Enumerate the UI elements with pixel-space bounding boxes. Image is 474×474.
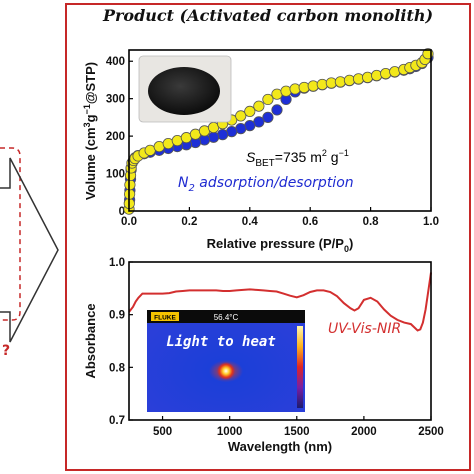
isotherm-x-tick-label: 0.6 bbox=[302, 216, 318, 228]
absorbance-ticks-group: 500 1000 1500 2000 2500 0.7 0.8 0.9 1.0 bbox=[109, 257, 444, 438]
isotherm-plot-frame bbox=[128, 49, 432, 212]
adsorption-point bbox=[343, 74, 356, 86]
isotherm-y-tick-label: 200 bbox=[106, 131, 125, 143]
absorbance-plot-frame bbox=[128, 261, 432, 421]
left-fragment: ? bbox=[0, 147, 59, 359]
desorption-point bbox=[271, 104, 283, 116]
isotherm-chart: 0.0 0.2 0.4 0.6 0.8 1.0 0 100 200 300 400 SBET=735… bbox=[82, 48, 439, 254]
adsorption-point bbox=[307, 80, 319, 92]
adsorption-point bbox=[124, 179, 136, 191]
left-fragment-glyph: ? bbox=[2, 343, 10, 359]
absorbance-x-tick-label: 1500 bbox=[284, 426, 310, 438]
adsorption-point bbox=[334, 76, 346, 88]
absorbance-y-tick-label: 0.7 bbox=[109, 415, 125, 427]
absorbance-x-tick-label: 2000 bbox=[351, 426, 377, 438]
light-to-heat-label: Light to heat bbox=[166, 334, 276, 350]
absorbance-x-tick-label: 1000 bbox=[217, 426, 243, 438]
absorbance-x-tick-label: 500 bbox=[153, 426, 172, 438]
isotherm-y-tick-label: 100 bbox=[106, 169, 125, 181]
carbon-monolith-image bbox=[148, 67, 220, 115]
absorbance-chart: 500 1000 1500 2000 2500 0.7 0.8 0.9 1.0 FLUKE 56… bbox=[83, 257, 444, 454]
absorbance-y-axis-label: Absorbance bbox=[83, 303, 98, 378]
adsorption-point bbox=[352, 73, 365, 85]
absorbance-x-axis-label: Wavelength (nm) bbox=[228, 439, 332, 454]
desorption-point bbox=[262, 111, 274, 123]
isotherm-y-axis-label: Volume (cm3g−1@STP) bbox=[82, 62, 98, 200]
isotherm-x-tick-label: 0.2 bbox=[181, 216, 197, 228]
thermal-temperature-readout: 56.4°C bbox=[214, 313, 239, 322]
isotherm-x-tick-label: 0.4 bbox=[242, 216, 259, 228]
isotherm-x-tick-label: 1.0 bbox=[423, 216, 439, 228]
adsorption-point bbox=[380, 67, 392, 80]
fluke-logo bbox=[151, 312, 179, 321]
thermal-image-background bbox=[147, 310, 305, 412]
adsorption-point bbox=[361, 71, 374, 83]
adsorption-point bbox=[262, 93, 274, 106]
isotherm-x-tick-label: 0.8 bbox=[363, 216, 380, 228]
absorbance-x-tick-label: 2500 bbox=[418, 426, 444, 438]
isotherm-y-tick-label: 400 bbox=[106, 56, 125, 68]
left-dashed-box bbox=[0, 147, 21, 321]
sbet-annotation: SBET=735 m2 g−1 bbox=[246, 148, 349, 169]
product-panel-frame bbox=[65, 3, 471, 471]
adsorption-point bbox=[289, 83, 301, 95]
isotherm-y-tick-label: 300 bbox=[106, 94, 125, 106]
uv-vis-nir-label: UV-Vis-NIR bbox=[328, 321, 401, 337]
absorbance-line bbox=[128, 272, 432, 332]
adsorption-point bbox=[371, 69, 383, 82]
process-arrow bbox=[0, 157, 59, 343]
isotherm-y-tick-label: 0 bbox=[119, 206, 125, 218]
isotherm-x-axis-label: Relative pressure (P/P0) bbox=[207, 236, 354, 254]
absorbance-y-tick-label: 0.8 bbox=[109, 362, 126, 374]
thermal-image: FLUKE 56.4°C Light to heat bbox=[147, 310, 305, 412]
isotherm-points-group bbox=[123, 48, 434, 215]
n2-legend-text: N2 adsorption/desorption bbox=[178, 175, 354, 194]
isotherm-ticks-group: 0.0 0.2 0.4 0.6 0.8 1.0 0 100 200 300 400 bbox=[106, 56, 439, 228]
adsorption-point bbox=[253, 100, 265, 112]
adsorption-point bbox=[235, 110, 247, 122]
panel-title: Product (Activated carbon monolith) bbox=[102, 6, 433, 25]
adsorption-point bbox=[316, 78, 328, 91]
thermal-image-topbar bbox=[147, 310, 305, 323]
monolith-photo bbox=[138, 55, 232, 123]
adsorption-point bbox=[298, 81, 310, 94]
isotherm-x-tick-label: 0.0 bbox=[121, 216, 137, 228]
thermal-color-scale bbox=[297, 326, 303, 408]
fluke-logo-text: FLUKE bbox=[154, 315, 176, 322]
absorbance-y-tick-label: 0.9 bbox=[109, 310, 125, 322]
thermal-hot-spot bbox=[217, 362, 235, 380]
adsorption-point bbox=[244, 105, 256, 118]
absorbance-y-tick-label: 1.0 bbox=[109, 257, 125, 269]
